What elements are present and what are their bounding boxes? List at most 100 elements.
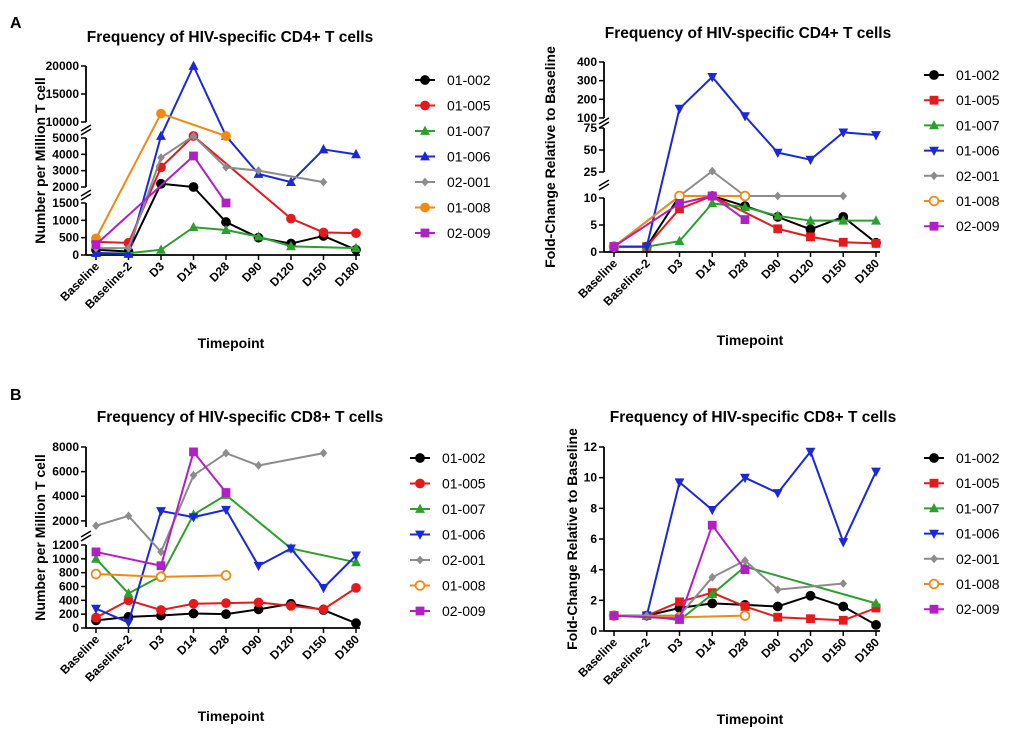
x-tick-label: D3 — [146, 259, 167, 280]
x-axis-label: Timepoint — [198, 708, 265, 724]
y-tick-label: 5000 — [52, 131, 79, 145]
x-tick-label: D28 — [726, 635, 752, 661]
data-point-01-005 — [188, 598, 199, 609]
data-point-02-001 — [773, 191, 782, 201]
axis-break-mark — [80, 193, 92, 201]
data-point-01-002 — [805, 590, 816, 601]
data-point-02-009 — [707, 520, 717, 530]
data-point-01-006 — [156, 507, 166, 517]
data-point-01-007 — [221, 224, 231, 234]
data-point-01-002 — [838, 601, 849, 612]
data-point-01-005 — [286, 213, 296, 224]
legend-label: 01-008 — [956, 193, 1000, 209]
x-tick-label: D28 — [207, 632, 233, 658]
data-point-01-007 — [351, 242, 361, 252]
data-point-01-006 — [805, 155, 816, 166]
y-axis-label: Fold-Change Relative to Baseline — [542, 46, 558, 268]
data-point-01-002 — [351, 618, 361, 629]
chart-cd8-count: Frequency of HIV-specific CD8+ T cells Nu… — [32, 409, 486, 724]
legend-label: 01-005 — [447, 98, 491, 114]
data-point-02-001 — [189, 131, 198, 141]
chart-cd4-fold-change: Frequency of HIV-specific CD4+ T cells Fo… — [542, 25, 1000, 348]
data-point-01-007 — [838, 215, 849, 225]
data-point-02-001 — [773, 585, 782, 594]
y-tick-label: 2000 — [52, 180, 79, 194]
legend-label: 01-002 — [956, 450, 1000, 466]
data-point-01-008 — [739, 610, 751, 621]
y-tick-label: 1200 — [52, 538, 79, 552]
legend-marker — [929, 453, 939, 463]
legend-label: 02-001 — [447, 174, 491, 190]
data-point-02-009 — [91, 547, 101, 557]
legend-label: 01-005 — [956, 475, 1000, 491]
data-point-02-009 — [675, 614, 684, 624]
y-tick-label: 50 — [584, 143, 598, 157]
data-point-02-009 — [221, 488, 231, 497]
data-point-02-001 — [254, 461, 263, 470]
data-point-01-007 — [123, 588, 134, 598]
y-tick-label: 0 — [72, 621, 79, 635]
data-point-01-006 — [123, 248, 134, 258]
legend-label: 02-009 — [447, 225, 491, 241]
y-tick-label: 1000 — [52, 213, 79, 227]
legend-label: 01-007 — [447, 123, 491, 139]
y-tick-label: 10 — [584, 191, 598, 205]
data-point-01-006 — [871, 131, 881, 141]
x-tick-label: D90 — [239, 632, 265, 658]
data-point-01-007 — [188, 221, 199, 232]
x-tick-label: D3 — [146, 632, 167, 653]
y-tick-label: 3000 — [52, 164, 79, 178]
data-point-01-005 — [156, 605, 166, 615]
data-point-01-006 — [740, 112, 750, 122]
legend-marker — [420, 202, 430, 213]
legend-label: 01-008 — [447, 200, 491, 216]
legend-marker — [416, 555, 424, 565]
legend-marker — [420, 151, 430, 161]
data-point-01-005 — [221, 598, 231, 608]
axis-break-mark — [598, 121, 610, 129]
x-tick-label: D14 — [174, 259, 200, 285]
legend-label: 02-001 — [956, 551, 1000, 567]
data-point-01-005 — [675, 204, 684, 214]
data-point-02-001 — [124, 243, 133, 253]
y-tick-label: 10000 — [46, 115, 80, 129]
y-tick-label: 12 — [584, 440, 598, 454]
legend-marker — [929, 604, 939, 614]
x-tick-label: D120 — [786, 256, 816, 286]
legend-marker — [415, 606, 425, 616]
axis-break-mark — [80, 189, 92, 197]
x-tick-label: D150 — [299, 259, 329, 289]
data-point-01-006 — [772, 489, 783, 499]
legend-marker — [420, 100, 430, 111]
data-point-01-008 — [739, 190, 751, 202]
y-tick-label: 200 — [577, 92, 597, 106]
chart-title: Frequency of HIV-specific CD8+ T cells — [97, 409, 383, 426]
legend-marker — [929, 478, 939, 488]
data-point-01-005 — [838, 237, 848, 247]
legend-label: 01-006 — [442, 527, 486, 543]
series-line-02-009 — [613, 195, 746, 248]
data-point-01-007 — [91, 553, 101, 563]
data-point-01-005 — [871, 603, 881, 613]
x-tick-label: D14 — [693, 635, 719, 661]
data-point-01-002 — [156, 178, 166, 189]
data-point-02-009 — [609, 242, 619, 251]
data-point-01-006 — [351, 148, 361, 159]
y-axis-label: Number per Million T cell — [32, 77, 48, 243]
data-point-02-009 — [189, 447, 198, 457]
legend-label: 01-007 — [956, 117, 1000, 133]
legend-label: 02-009 — [956, 218, 1000, 234]
legend-label: 01-005 — [442, 476, 486, 492]
data-point-02-009 — [707, 191, 717, 201]
data-point-01-005 — [318, 604, 329, 615]
data-point-01-006 — [641, 242, 652, 252]
data-point-01-006 — [674, 104, 685, 115]
data-point-01-007 — [351, 556, 361, 567]
y-tick-label: 1000 — [52, 552, 79, 566]
data-point-01-006 — [318, 583, 329, 594]
legend-label: 01-006 — [447, 149, 491, 165]
data-point-01-005 — [253, 597, 264, 608]
data-point-01-006 — [772, 148, 783, 159]
data-point-01-007 — [674, 235, 685, 246]
y-tick-label: 200 — [59, 607, 79, 621]
